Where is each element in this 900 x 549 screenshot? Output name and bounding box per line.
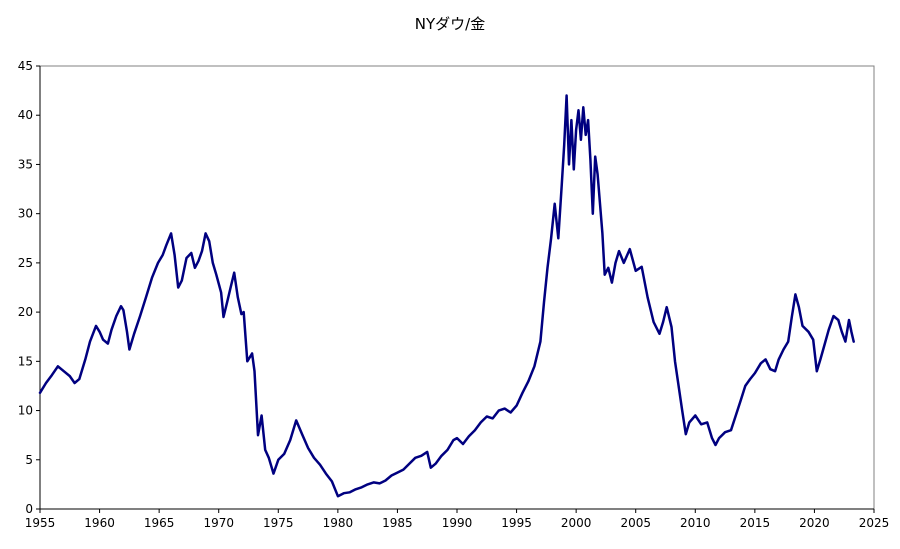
y-tick-label: 30 [18,207,33,221]
plot-frame [39,65,875,510]
x-tick-label: 1975 [263,516,294,530]
x-axis-ticks: 1955 1960 1965 1970 1975 1980 1985 1990 1995 2000… [25,509,890,530]
series-layer [38,94,855,498]
x-tick-label: 1995 [501,516,532,530]
x-tick-label: 1965 [144,516,175,530]
x-tick-label: 1955 [25,516,56,530]
y-tick-label: 40 [18,108,33,122]
x-tick-label: 1985 [382,516,413,530]
series-line [38,94,855,498]
chart-title: NYダウ/金 [415,15,485,33]
x-tick-label: 2025 [859,516,890,530]
y-tick-label: 45 [18,59,33,73]
x-tick-label: 2010 [680,516,711,530]
x-tick-label: 1970 [203,516,234,530]
x-tick-label: 1990 [442,516,473,530]
x-tick-label: 2000 [561,516,592,530]
y-tick-label: 35 [18,157,33,171]
x-tick-label: 1980 [323,516,354,530]
y-tick-label: 0 [25,502,33,516]
y-tick-label: 10 [18,404,33,418]
y-tick-label: 15 [18,354,33,368]
x-tick-label: 2020 [799,516,830,530]
x-tick-label: 2005 [620,516,651,530]
y-tick-label: 25 [18,256,33,270]
x-tick-label: 1960 [84,516,115,530]
y-axis-ticks: 0 5 10 15 20 25 30 35 40 45 [18,59,40,516]
x-tick-label: 2015 [740,516,771,530]
y-tick-label: 20 [18,305,33,319]
y-tick-label: 5 [25,453,33,467]
